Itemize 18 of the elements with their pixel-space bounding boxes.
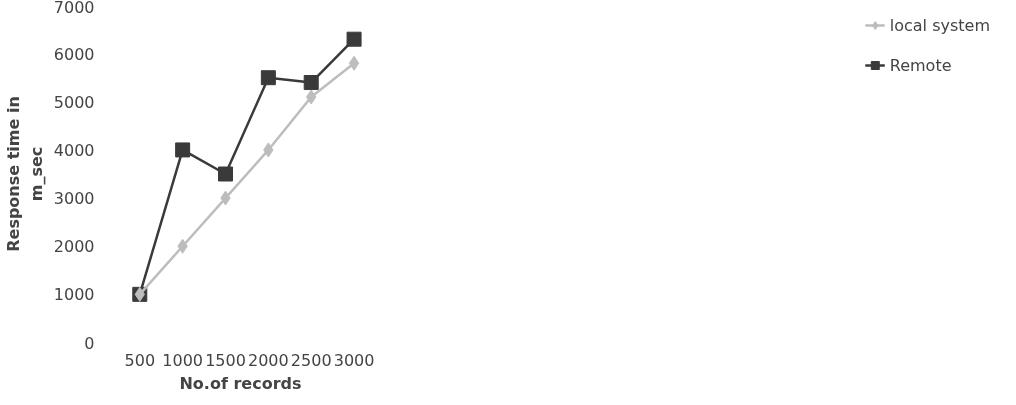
- y-tick-label: 2000: [53, 237, 95, 257]
- x-tick-label: 1000: [162, 350, 203, 370]
- x-axis-title: No.of records: [179, 373, 302, 393]
- y-tick-label: 5000: [53, 92, 95, 112]
- y-axis-title: Response time in m_sec: [3, 96, 46, 252]
- x-tick-label: 1500: [205, 350, 246, 370]
- y-tick-label: 7000: [53, 0, 95, 17]
- y-tick-label: 3000: [53, 189, 95, 209]
- legend-label: Remote: [889, 55, 952, 75]
- x-tick-label: 2000: [248, 350, 289, 370]
- x-tick-label: 500: [124, 350, 156, 370]
- legend-label: local system: [889, 15, 990, 35]
- x-tick-label: 2500: [290, 350, 332, 370]
- y-tick-label: 4000: [53, 140, 95, 160]
- y-tick-label: 0: [84, 333, 95, 353]
- x-tick-label: 3000: [333, 350, 375, 370]
- y-tick-label: 6000: [53, 44, 95, 64]
- y-tick-label: 1000: [53, 285, 95, 305]
